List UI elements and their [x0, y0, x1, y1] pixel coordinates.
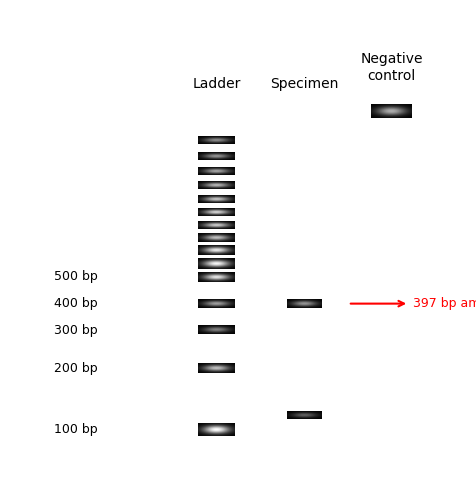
Text: Ladder: Ladder [192, 77, 241, 91]
Text: 400 bp: 400 bp [54, 297, 98, 310]
Text: 500 bp: 500 bp [54, 270, 98, 283]
Text: 397 bp amplicon: 397 bp amplicon [413, 297, 476, 310]
Text: 100 bp: 100 bp [54, 424, 98, 436]
Text: Specimen: Specimen [270, 77, 338, 91]
Text: Negative
control: Negative control [360, 52, 423, 82]
Text: 200 bp: 200 bp [54, 362, 98, 375]
Text: 300 bp: 300 bp [54, 324, 98, 337]
